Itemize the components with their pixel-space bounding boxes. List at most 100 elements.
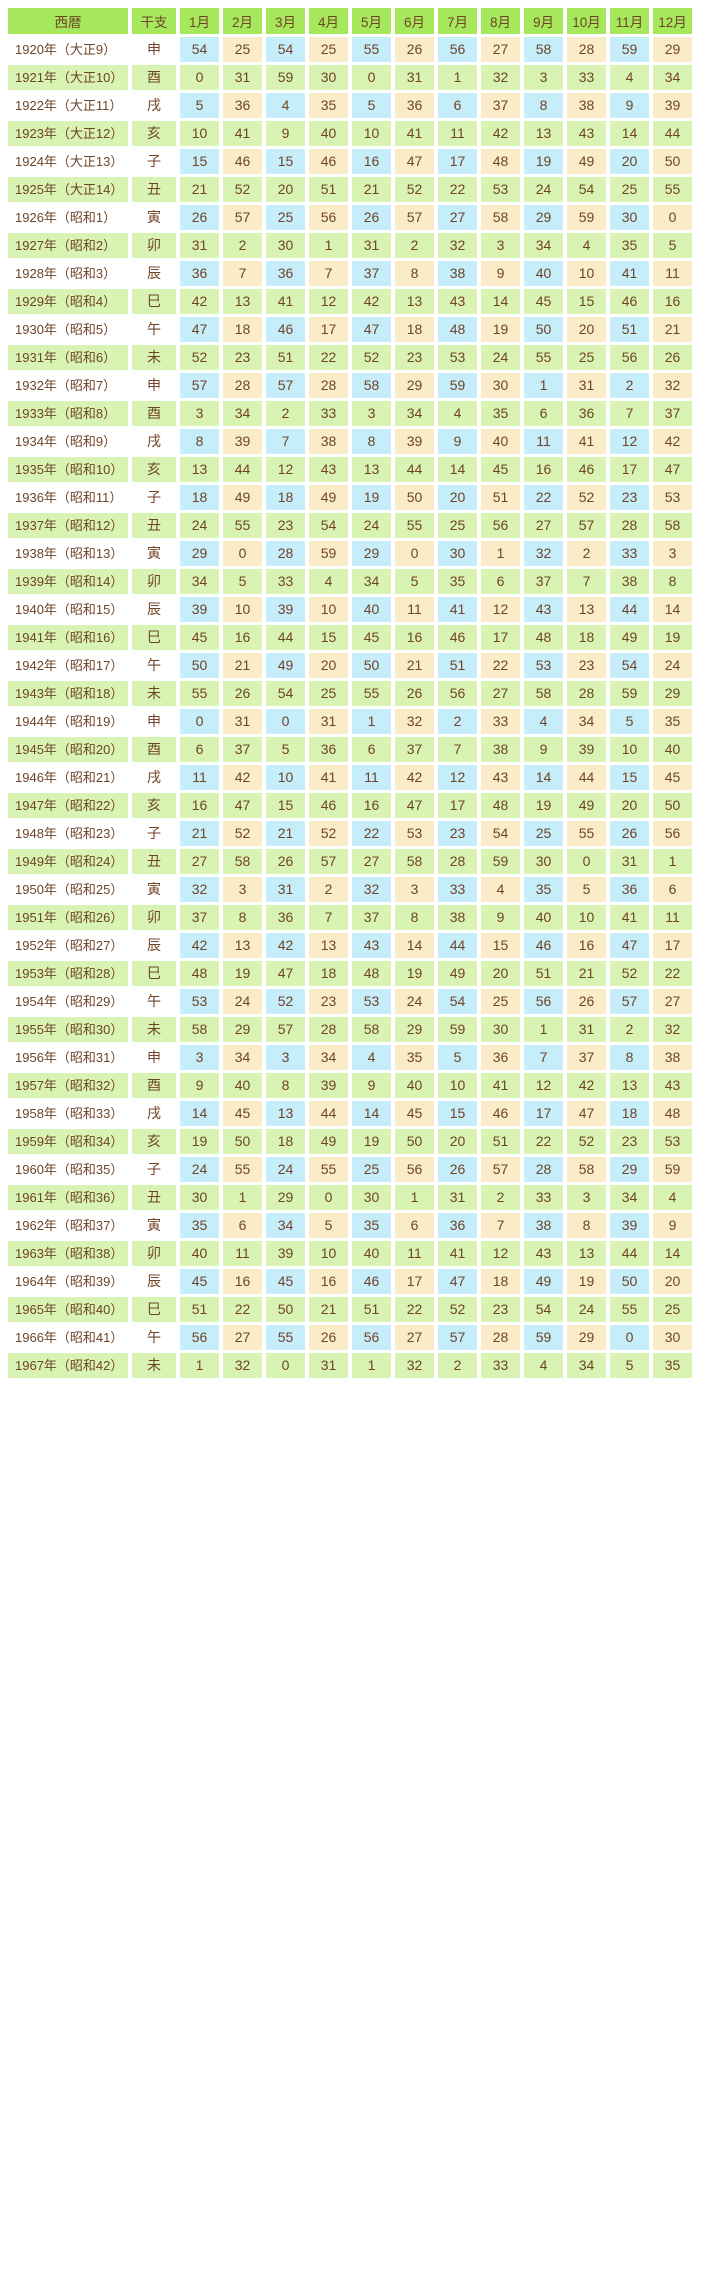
month-value-cell: 55 bbox=[352, 681, 391, 706]
month-value-cell: 56 bbox=[309, 205, 348, 230]
month-value-cell: 55 bbox=[309, 1157, 348, 1182]
year-cell: 1924年（大正13） bbox=[8, 149, 128, 174]
month-value-cell: 11 bbox=[180, 765, 219, 790]
table-row: 1922年（大正11）戌 5 36 4 35 5 36 6 37 8 38 9 39 bbox=[8, 93, 692, 118]
month-value-cell: 42 bbox=[352, 289, 391, 314]
table-row: 1952年（昭和27）辰 42 13 42 13 43 14 44 15 46 16 47 17 bbox=[8, 933, 692, 958]
month-value-cell: 9 bbox=[180, 1073, 219, 1098]
header-month-3: 3月 bbox=[266, 8, 305, 34]
month-value-cell: 0 bbox=[610, 1325, 649, 1350]
month-value-cell: 34 bbox=[352, 569, 391, 594]
eto-cell: 寅 bbox=[132, 205, 176, 230]
eto-cell: 申 bbox=[132, 37, 176, 62]
month-value-cell: 38 bbox=[438, 905, 477, 930]
month-value-cell: 3 bbox=[653, 541, 692, 566]
month-value-cell: 35 bbox=[481, 401, 520, 426]
month-value-cell: 41 bbox=[309, 765, 348, 790]
month-value-cell: 18 bbox=[610, 1101, 649, 1126]
month-value-cell: 18 bbox=[266, 1129, 305, 1154]
month-value-cell: 47 bbox=[352, 317, 391, 342]
month-value-cell: 34 bbox=[223, 401, 262, 426]
month-value-cell: 31 bbox=[395, 65, 434, 90]
month-value-cell: 14 bbox=[481, 289, 520, 314]
year-cell: 1920年（大正9） bbox=[8, 37, 128, 62]
month-value-cell: 53 bbox=[653, 485, 692, 510]
eto-cell: 辰 bbox=[132, 597, 176, 622]
month-value-cell: 53 bbox=[481, 177, 520, 202]
month-value-cell: 49 bbox=[524, 1269, 563, 1294]
year-cell: 1933年（昭和8） bbox=[8, 401, 128, 426]
month-value-cell: 8 bbox=[180, 429, 219, 454]
month-value-cell: 7 bbox=[481, 1213, 520, 1238]
month-value-cell: 59 bbox=[438, 373, 477, 398]
month-value-cell: 12 bbox=[610, 429, 649, 454]
table-row: 1940年（昭和15）辰 39 10 39 10 40 11 41 12 43 13 44 14 bbox=[8, 597, 692, 622]
month-value-cell: 16 bbox=[653, 289, 692, 314]
month-value-cell: 20 bbox=[481, 961, 520, 986]
month-value-cell: 0 bbox=[266, 1353, 305, 1378]
month-value-cell: 52 bbox=[395, 177, 434, 202]
month-value-cell: 20 bbox=[309, 653, 348, 678]
month-value-cell: 34 bbox=[395, 401, 434, 426]
month-value-cell: 28 bbox=[524, 1157, 563, 1182]
month-value-cell: 30 bbox=[481, 373, 520, 398]
month-value-cell: 38 bbox=[567, 93, 606, 118]
month-value-cell: 10 bbox=[309, 597, 348, 622]
month-value-cell: 8 bbox=[524, 93, 563, 118]
month-value-cell: 34 bbox=[180, 569, 219, 594]
header-month-7: 7月 bbox=[438, 8, 477, 34]
month-value-cell: 1 bbox=[309, 233, 348, 258]
month-value-cell: 24 bbox=[266, 1157, 305, 1182]
month-value-cell: 16 bbox=[395, 625, 434, 650]
month-value-cell: 3 bbox=[395, 877, 434, 902]
month-value-cell: 35 bbox=[309, 93, 348, 118]
month-value-cell: 26 bbox=[653, 345, 692, 370]
month-value-cell: 42 bbox=[180, 933, 219, 958]
eto-cell: 戌 bbox=[132, 429, 176, 454]
eto-cell: 巳 bbox=[132, 625, 176, 650]
year-cell: 1955年（昭和30） bbox=[8, 1017, 128, 1042]
eto-cell: 酉 bbox=[132, 401, 176, 426]
month-value-cell: 26 bbox=[438, 1157, 477, 1182]
year-cell: 1952年（昭和27） bbox=[8, 933, 128, 958]
month-value-cell: 0 bbox=[180, 65, 219, 90]
month-value-cell: 23 bbox=[438, 821, 477, 846]
month-value-cell: 4 bbox=[524, 1353, 563, 1378]
month-value-cell: 39 bbox=[266, 1241, 305, 1266]
year-cell: 1931年（昭和6） bbox=[8, 345, 128, 370]
kanshi-table-page: 西暦 干支 1月 2月 3月 4月 5月 6月 7月 8月 9月 10月 11月… bbox=[8, 8, 692, 1378]
table-row: 1959年（昭和34）亥 19 50 18 49 19 50 20 51 22 52 23 53 bbox=[8, 1129, 692, 1154]
table-row: 1955年（昭和30）未 58 29 57 28 58 29 59 30 1 31 2 32 bbox=[8, 1017, 692, 1042]
month-value-cell: 23 bbox=[223, 345, 262, 370]
month-value-cell: 15 bbox=[610, 765, 649, 790]
month-value-cell: 29 bbox=[653, 37, 692, 62]
month-value-cell: 43 bbox=[352, 933, 391, 958]
month-value-cell: 56 bbox=[610, 345, 649, 370]
month-value-cell: 26 bbox=[180, 205, 219, 230]
table-row: 1933年（昭和8）酉 3 34 2 33 3 34 4 35 6 36 7 37 bbox=[8, 401, 692, 426]
month-value-cell: 47 bbox=[223, 793, 262, 818]
year-cell: 1928年（昭和3） bbox=[8, 261, 128, 286]
month-value-cell: 40 bbox=[653, 737, 692, 762]
month-value-cell: 18 bbox=[309, 961, 348, 986]
table-row: 1949年（昭和24）丑 27 58 26 57 27 58 28 59 30 0 31 1 bbox=[8, 849, 692, 874]
month-value-cell: 55 bbox=[395, 513, 434, 538]
month-value-cell: 19 bbox=[180, 1129, 219, 1154]
month-value-cell: 12 bbox=[481, 597, 520, 622]
month-value-cell: 18 bbox=[481, 1269, 520, 1294]
table-row: 1936年（昭和11）子 18 49 18 49 19 50 20 51 22 52 23 53 bbox=[8, 485, 692, 510]
month-value-cell: 9 bbox=[653, 1213, 692, 1238]
month-value-cell: 13 bbox=[223, 933, 262, 958]
month-value-cell: 8 bbox=[352, 429, 391, 454]
month-value-cell: 21 bbox=[567, 961, 606, 986]
month-value-cell: 52 bbox=[223, 177, 262, 202]
month-value-cell: 39 bbox=[395, 429, 434, 454]
month-value-cell: 5 bbox=[352, 93, 391, 118]
month-value-cell: 20 bbox=[266, 177, 305, 202]
month-value-cell: 48 bbox=[352, 961, 391, 986]
eto-cell: 申 bbox=[132, 373, 176, 398]
month-value-cell: 40 bbox=[524, 261, 563, 286]
month-value-cell: 1 bbox=[438, 65, 477, 90]
month-value-cell: 41 bbox=[610, 261, 649, 286]
eto-cell: 酉 bbox=[132, 737, 176, 762]
